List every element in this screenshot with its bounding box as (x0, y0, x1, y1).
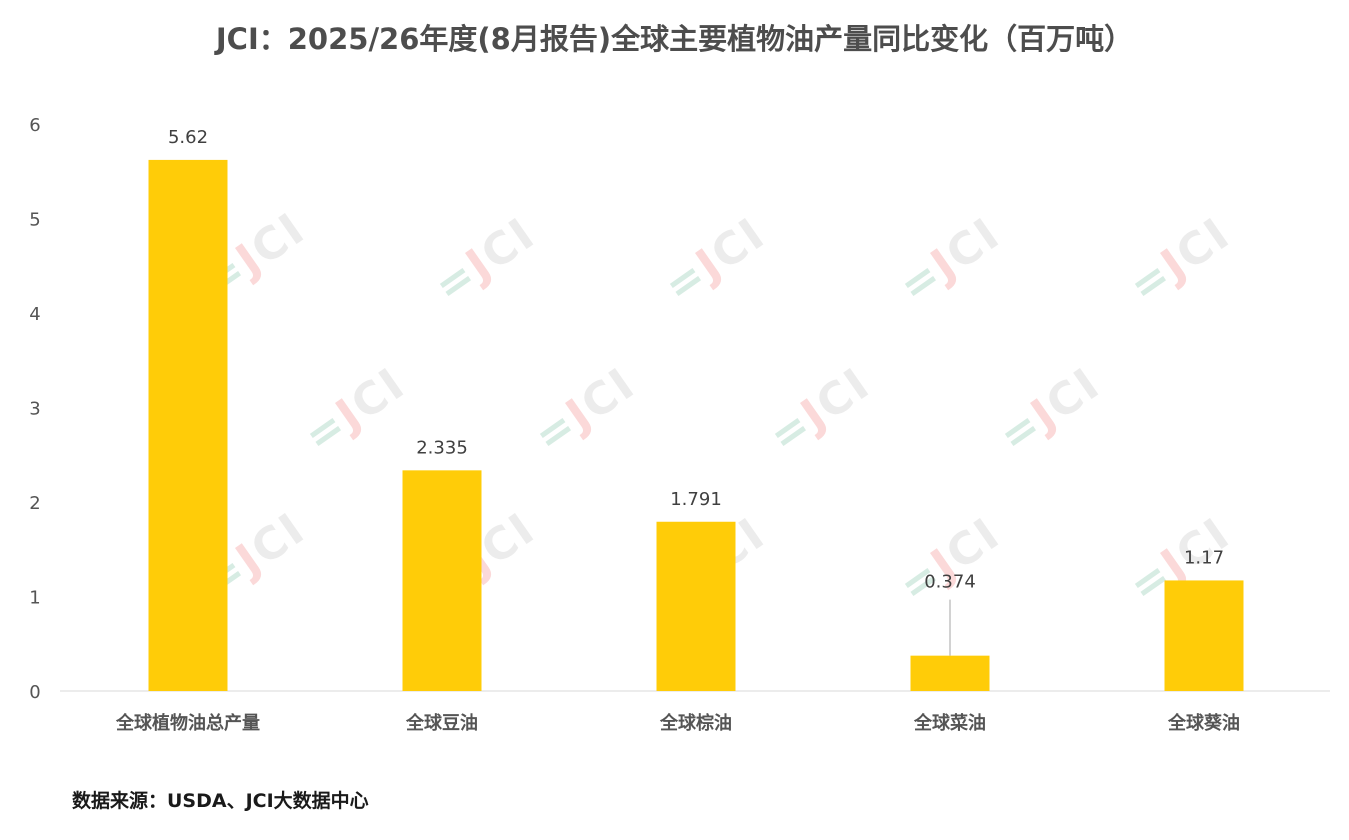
y-tick-label: 1 (29, 588, 40, 609)
y-tick-label: 3 (29, 399, 40, 420)
data-label: 0.374 (924, 572, 976, 593)
y-tick-label: 2 (29, 493, 40, 514)
bar (1164, 580, 1244, 691)
source-note: 数据来源：USDA、JCI大数据中心 (72, 790, 369, 812)
data-label: 1.791 (670, 489, 722, 510)
x-tick-label: 全球葵油 (1167, 712, 1240, 734)
bar-chart: 0 1 2 3 4 5 6 5.62 全球植物油总产量 2.335 全球豆油 1.791 全球棕油 0.3… (29, 115, 1330, 734)
data-label: 1.17 (1184, 547, 1224, 568)
x-tick-label: 全球菜油 (913, 712, 986, 734)
data-label: 2.335 (416, 437, 468, 458)
bar (402, 470, 482, 691)
bar (656, 521, 736, 691)
data-label: 5.62 (168, 127, 208, 148)
x-tick-label: 全球棕油 (659, 712, 732, 734)
bar (148, 159, 228, 691)
y-tick-label: 4 (29, 304, 40, 325)
bar (910, 655, 990, 691)
chart-title: JCI：2025/26年度(8月报告)全球主要植物油产量同比变化（百万吨） (215, 22, 1134, 56)
y-tick-label: 6 (29, 115, 40, 136)
y-tick-label: 5 (29, 210, 40, 231)
x-tick-label: 全球豆油 (405, 712, 478, 734)
x-tick-label: 全球植物油总产量 (115, 712, 260, 734)
y-tick-label: 0 (29, 682, 40, 703)
